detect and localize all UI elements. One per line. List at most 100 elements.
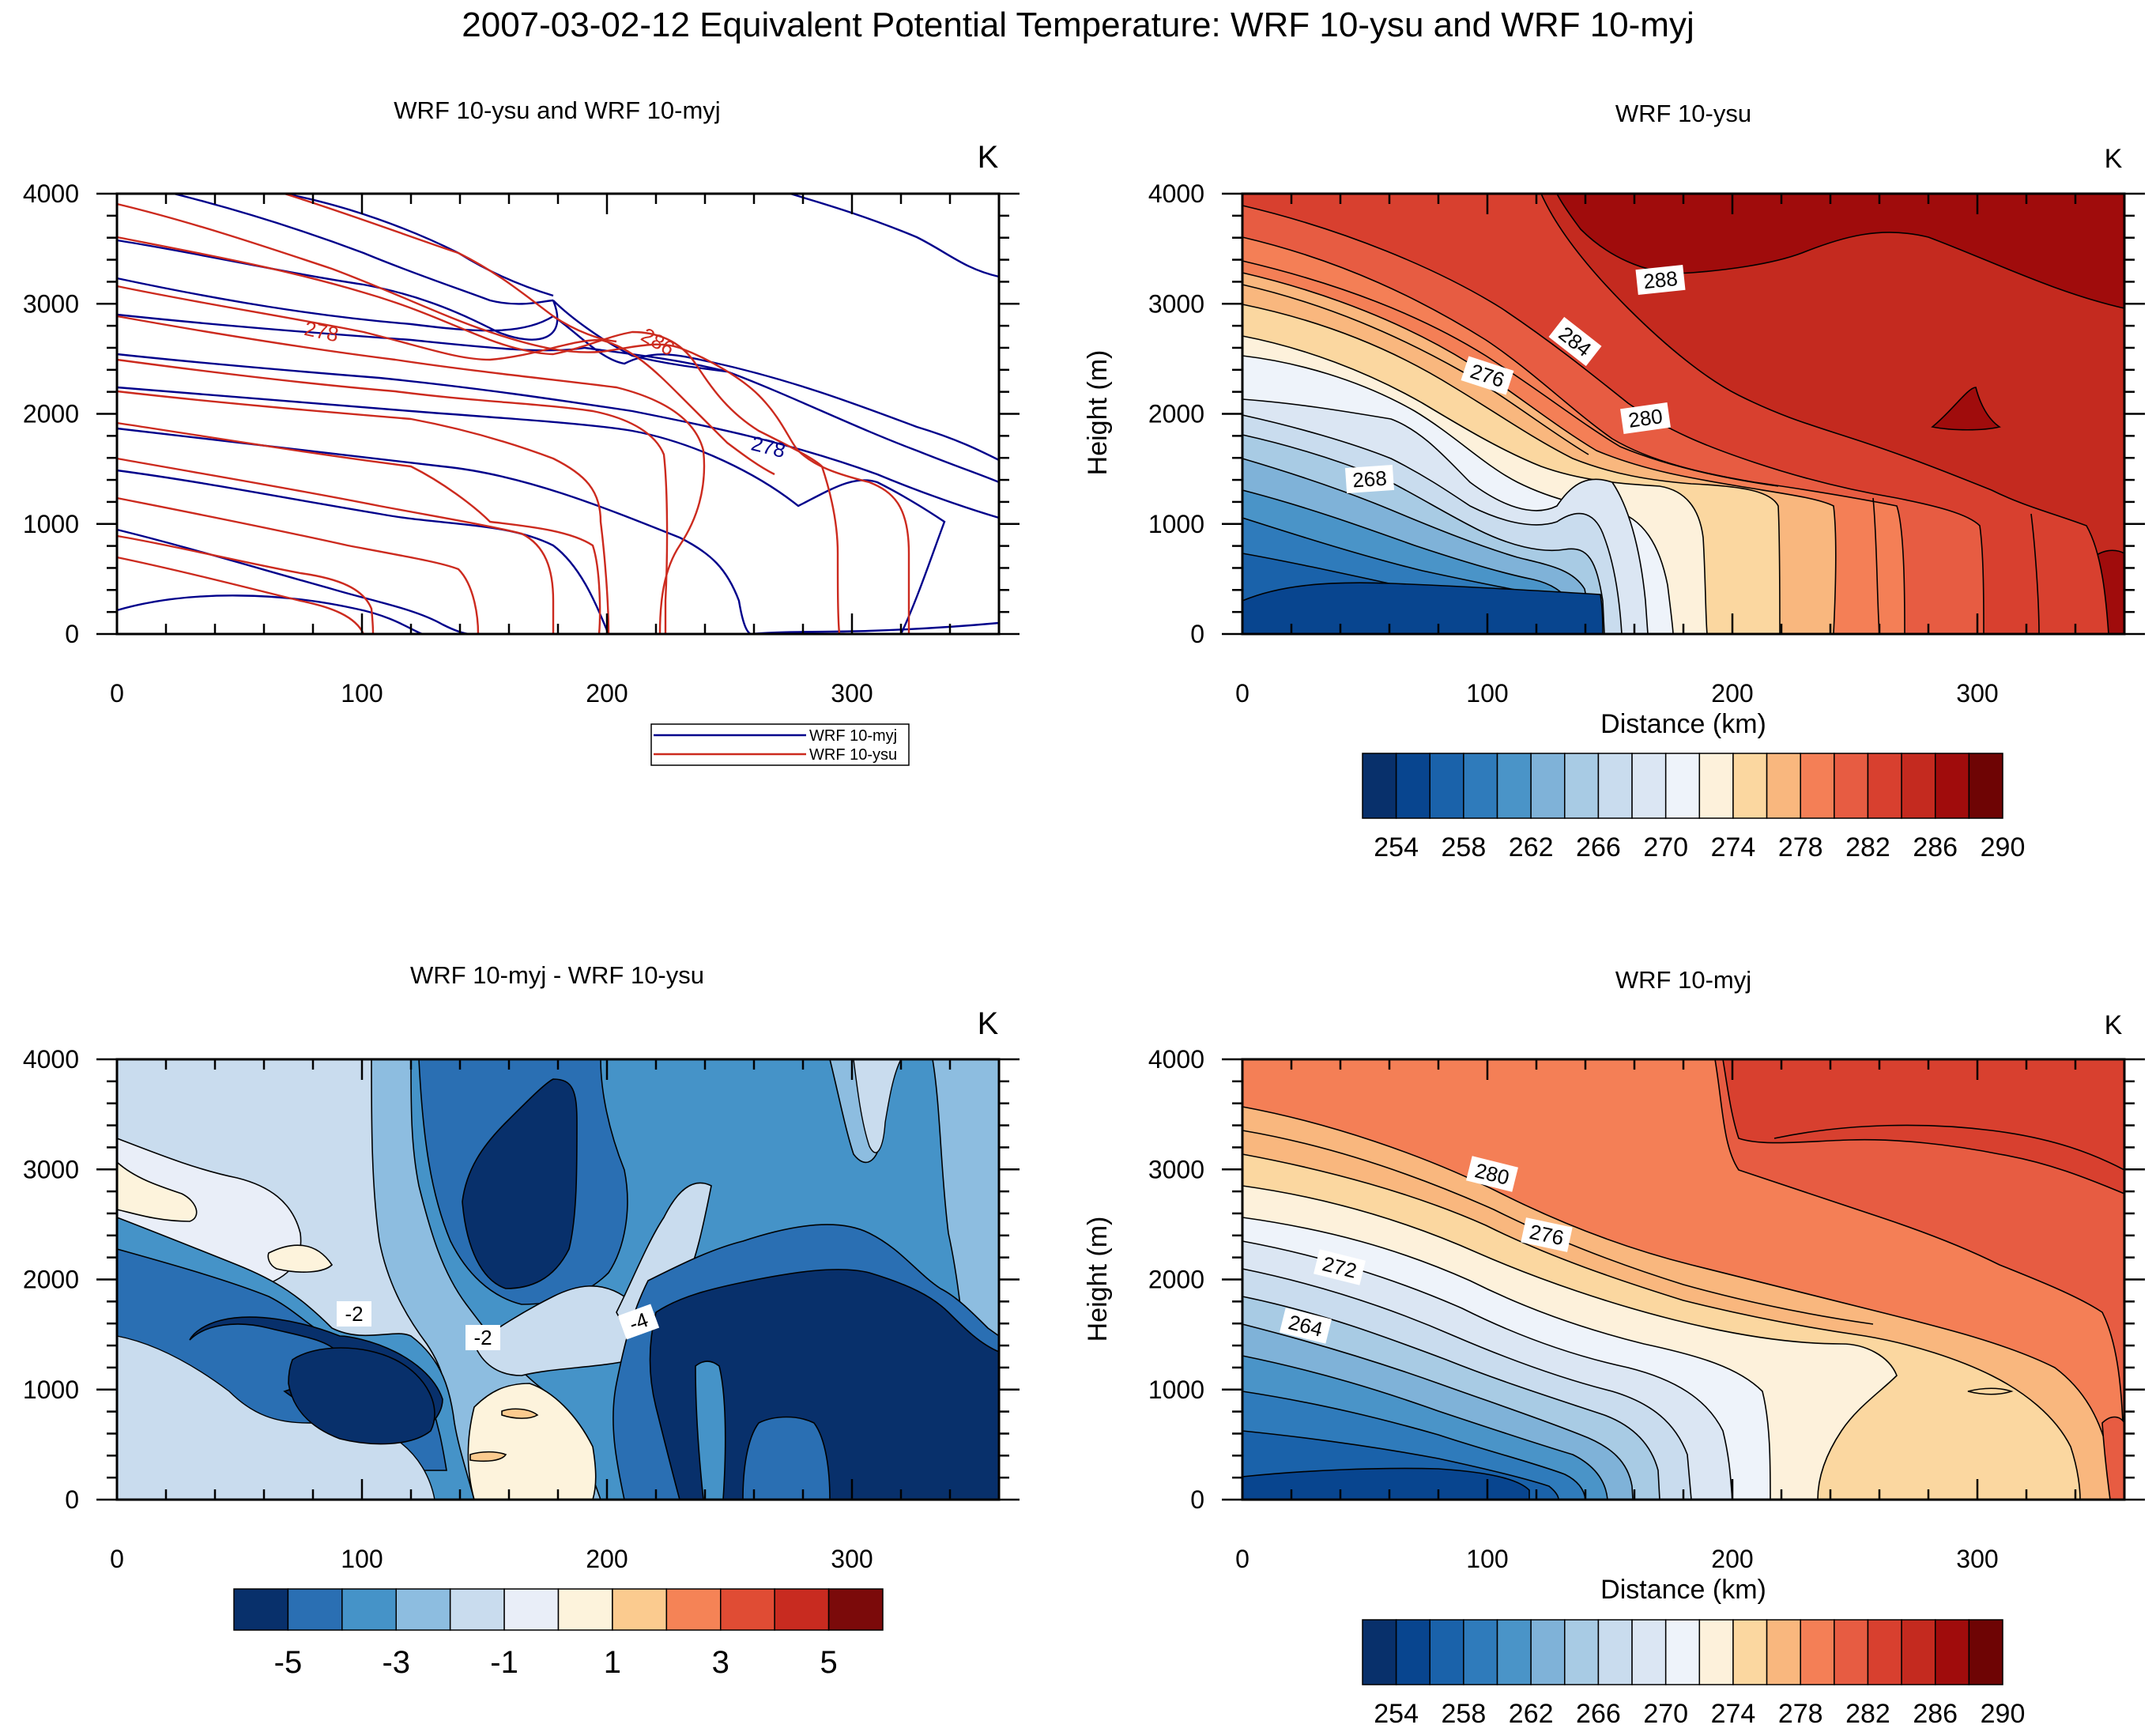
colorbar-swatch — [1901, 753, 1936, 819]
colorbar-label: 282 — [1845, 832, 1890, 862]
colorbar-swatch — [1732, 753, 1768, 819]
colorbar-swatch — [1664, 1619, 1701, 1685]
y-tick-label: 4000 — [1148, 179, 1204, 208]
y-tick-label: 4000 — [23, 1045, 79, 1074]
overlay-legend: WRF 10-myj WRF 10-ysu — [650, 723, 910, 766]
legend-label-ysu: WRF 10-ysu — [809, 746, 897, 764]
colorbar-label: -1 — [490, 1645, 518, 1680]
panel-myj: WRF 10-myj K 280 — [1083, 966, 2145, 1729]
myj-xlabel: Distance (km) — [1600, 1575, 1766, 1605]
ysu-label-288: 288 — [1635, 264, 1686, 296]
ysu-xlabel: Distance (km) — [1600, 709, 1766, 739]
diff-frame — [115, 1058, 1001, 1501]
x-tick-label: 0 — [110, 679, 124, 708]
svg-text:-2: -2 — [345, 1302, 363, 1326]
colorbar-swatch — [1968, 753, 2003, 819]
colorbar-label: 266 — [1576, 1699, 1621, 1729]
y-tick-label: 0 — [1190, 1485, 1204, 1514]
y-tick-label: 4000 — [23, 179, 79, 208]
colorbar-swatch — [1934, 1619, 1970, 1685]
diff-contour-labels: -2 -2 -4 — [337, 1301, 660, 1350]
colorbar-label: 5 — [820, 1645, 837, 1680]
colorbar-swatch — [1631, 1619, 1667, 1685]
colorbar-swatch — [1429, 1619, 1464, 1685]
colorbar-swatch — [1800, 753, 1835, 819]
y-tick-label: 1000 — [1148, 510, 1204, 538]
colorbar-label: 274 — [1711, 1699, 1756, 1729]
colorbar-label: 1 — [604, 1645, 621, 1680]
ysu-title: WRF 10-ysu — [1615, 100, 1751, 127]
colorbar-swatch — [1698, 753, 1734, 819]
colorbar-swatch — [1597, 1619, 1633, 1685]
colorbar-label: 270 — [1643, 1699, 1688, 1729]
colorbar-swatch — [1766, 1619, 1801, 1685]
panel-diff: WRF 10-myj - WRF 10-ysu K — [23, 961, 1020, 1680]
colorbar-label: 266 — [1576, 832, 1621, 862]
diff-unit: K — [978, 1006, 999, 1041]
colorbar-swatch — [1395, 753, 1431, 819]
colorbar-swatch — [1463, 1619, 1498, 1685]
x-tick-label: 200 — [1711, 679, 1753, 708]
y-tick-label: 3000 — [23, 1155, 79, 1183]
y-tick-label: 3000 — [1148, 1155, 1204, 1183]
colorbar-label: 262 — [1509, 832, 1554, 862]
ysu-filled-contours — [1242, 193, 2125, 635]
x-tick-label: 0 — [1235, 1545, 1250, 1573]
overlay-frame — [115, 192, 1001, 636]
ysu-frame — [1241, 192, 2126, 636]
svg-text:268: 268 — [1351, 466, 1387, 492]
y-tick-label: 2000 — [23, 400, 79, 428]
colorbar-swatch — [557, 1588, 613, 1631]
colorbar-swatch — [1664, 753, 1701, 819]
colorbar-swatch — [827, 1588, 884, 1631]
x-tick-label: 300 — [831, 1545, 873, 1573]
myj-label-276: 276 — [1521, 1217, 1573, 1252]
colorbar-swatch — [720, 1588, 775, 1631]
overlay-ysu-lines — [116, 192, 910, 635]
legend-label-myj: WRF 10-myj — [809, 727, 897, 745]
figure-title: 2007-03-02-12 Equivalent Potential Tempe… — [462, 6, 1694, 44]
colorbar-swatch — [1698, 1619, 1734, 1685]
x-tick-label: 100 — [1466, 679, 1508, 708]
panel-ysu: WRF 10-ysu K — [1083, 100, 2145, 862]
svg-text:-2: -2 — [473, 1326, 492, 1349]
ysu-label-280: 280 — [1620, 402, 1671, 435]
colorbar-label: 278 — [1778, 1699, 1823, 1729]
colorbar-swatch — [1496, 753, 1532, 819]
x-tick-label: 100 — [1466, 1545, 1508, 1573]
colorbar-swatch — [1631, 753, 1667, 819]
colorbar-swatch — [1429, 753, 1464, 819]
overlay-myj-lines — [116, 192, 1000, 636]
colorbar-swatch — [1732, 1619, 1768, 1685]
colorbar-swatch — [341, 1588, 398, 1631]
colorbar-swatch — [1968, 1619, 2003, 1685]
myj-filled-contours — [1242, 1059, 2125, 1500]
y-tick-label: 3000 — [1148, 289, 1204, 318]
colorbar-label: 262 — [1509, 1699, 1554, 1729]
colorbar-swatch — [774, 1588, 830, 1631]
colorbar-swatch — [503, 1588, 560, 1631]
colorbar-swatch — [287, 1588, 343, 1631]
colorbar-label: 286 — [1913, 832, 1958, 862]
y-tick-label: 0 — [65, 1485, 79, 1514]
svg-text:288: 288 — [1642, 266, 1679, 293]
overlay-title: WRF 10-ysu and WRF 10-myj — [394, 96, 720, 124]
colorbar-swatch — [1867, 753, 1902, 819]
colorbar-swatch — [1597, 753, 1633, 819]
colorbar-swatch — [233, 1588, 289, 1631]
colorbar-label: 286 — [1913, 1699, 1958, 1729]
colorbar-swatch — [1766, 753, 1801, 819]
ysu-contour-labels: 288 284 276 280 268 — [1344, 264, 1686, 494]
myj-frame — [1241, 1058, 2126, 1501]
colorbar-swatch — [1463, 753, 1498, 819]
colorbar-label: 278 — [1778, 832, 1823, 862]
y-tick-label: 1000 — [23, 1376, 79, 1404]
colorbar-label: 270 — [1643, 832, 1688, 862]
colorbar-label: 290 — [1981, 1699, 2026, 1729]
myj-colorbar: 254 258 262 266 270 274 278 282 286 290 — [1362, 1619, 2026, 1729]
svg-text:280: 280 — [1626, 404, 1664, 432]
